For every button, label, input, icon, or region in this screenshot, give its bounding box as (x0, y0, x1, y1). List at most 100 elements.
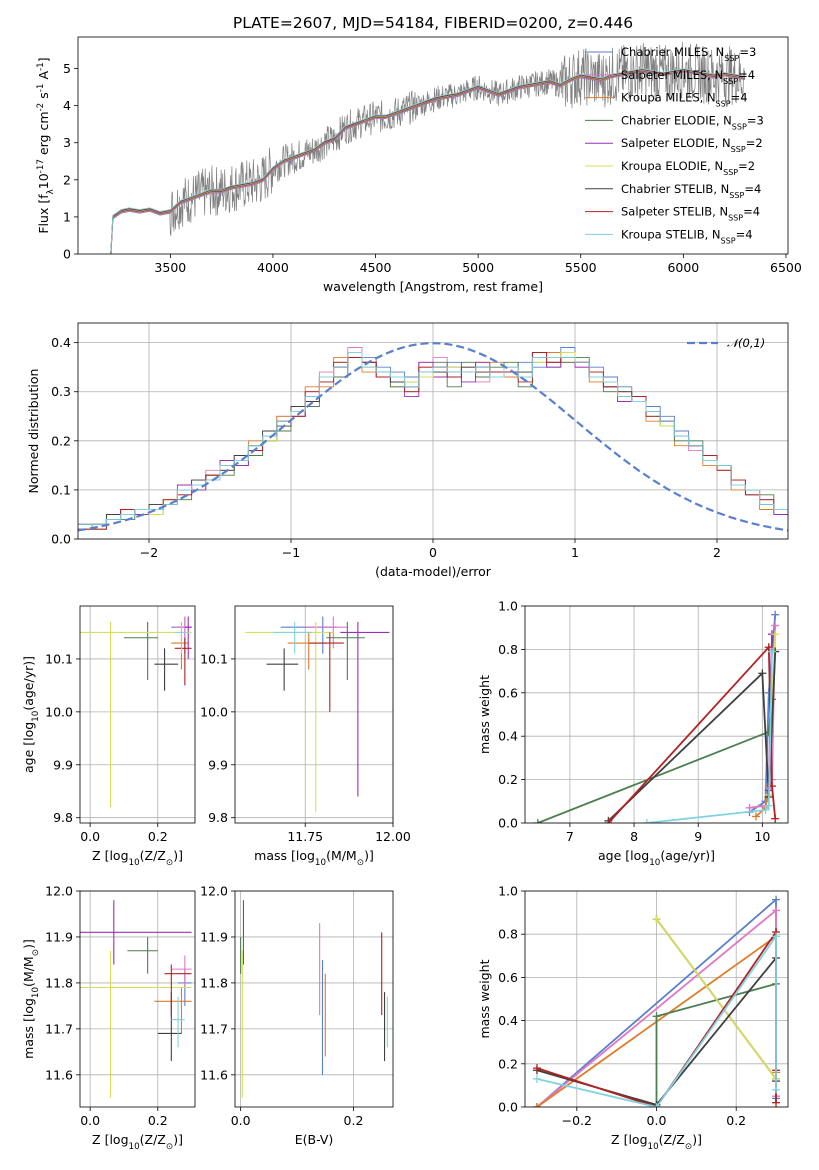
errorbar-point (154, 648, 179, 691)
errorbar-point (80, 950, 192, 1098)
x-tick-label: 10 (754, 829, 770, 844)
y-tick-label: 0 (63, 247, 71, 262)
plot-area (532, 895, 781, 1107)
legend-label: Salpeter MILES, NSSP​=4 (621, 68, 755, 86)
x-tick-label: 0.2 (344, 1113, 364, 1128)
errorbar-point (326, 621, 365, 681)
y-tick-label: 11.9 (200, 929, 228, 944)
y-tick-label: 1.0 (498, 884, 518, 899)
x-axis-label: (data-model)/error (375, 564, 492, 579)
legend-label: Chabrier ELODIE, NSSP​=3 (621, 113, 764, 130)
axes-frame (234, 605, 394, 824)
mass-weight-marker (751, 812, 760, 821)
panel-residuals: −2 −1 0 1 2 0.0 0.1 0.2 0.3 0.4 (data-model)/error… (26, 322, 789, 579)
x-tick-label: −1 (282, 545, 300, 560)
y-tick-label: 9.8 (208, 810, 228, 825)
plot-area (533, 610, 780, 823)
errorbar-point (340, 621, 390, 797)
legend: Chabrier MILES, NSSP​=3 Salpeter MILES, N… (585, 45, 764, 245)
y-tick-label: 11.8 (200, 975, 228, 990)
plot-area (245, 616, 390, 813)
panel-age_vs_mass: 11.75 12.00 9.8 9.9 10.0 10.1 mass [log10​(M/M… (200, 605, 411, 868)
x-tick-label: 12.00 (375, 829, 411, 844)
y-tick-label: 0.6 (498, 970, 518, 985)
y-tick-label: 0.3 (51, 384, 71, 399)
y-axis-label: age [log10​(age/yr)] (21, 656, 41, 773)
mass-weight-marker (532, 1064, 541, 1073)
mass-weight-line (655, 918, 777, 1080)
y-tick-label: 11.9 (45, 929, 73, 944)
mass-weight-line (646, 651, 773, 823)
mass-weight-marker (652, 1012, 661, 1021)
mass-weight-line (655, 983, 777, 1107)
errorbar-point (245, 621, 334, 813)
y-tick-label: 11.7 (200, 1021, 228, 1036)
mass-weight-marker (764, 801, 773, 810)
y-tick-label: 9.9 (53, 757, 73, 772)
legend-label: Chabrier MILES, NSSP​=3 (621, 45, 756, 63)
y-tick-label: 9.9 (208, 757, 228, 772)
legend-label: Salpeter ELODIE, NSSP​=2 (621, 136, 763, 154)
mass-weight-marker (772, 1085, 781, 1094)
mass-weight-marker (745, 803, 754, 812)
y-tick-label: 4 (63, 98, 71, 113)
mass-weight-line (537, 699, 773, 823)
plot-area (80, 900, 192, 1098)
errorbar-point (80, 900, 192, 965)
axes-frame (234, 890, 394, 1108)
x-tick-label: 3500 (154, 260, 186, 275)
x-tick-label: 1 (571, 545, 579, 560)
x-axis-label: mass [log10​(M/M⊙​)] (254, 848, 374, 868)
axes-frame (77, 322, 789, 540)
y-tick-label: 0.2 (498, 1056, 518, 1071)
errorbar-point (123, 621, 158, 681)
errorbar-point (80, 621, 192, 808)
mass-weight-marker (772, 932, 781, 941)
mass-weight-marker (772, 1098, 781, 1107)
x-axis-label: Z [log10​(Z/Z⊙​)] (92, 1132, 183, 1152)
y-tick-label: 10.1 (45, 651, 73, 666)
errorbar-point (174, 637, 192, 686)
x-tick-label: 11.75 (287, 829, 323, 844)
y-tick-label: 11.6 (45, 1067, 73, 1082)
y-tick-label: 12.0 (45, 884, 73, 899)
x-tick-label: 0 (429, 545, 437, 560)
x-tick-label: 0.2 (148, 829, 168, 844)
y-tick-label: 0.8 (498, 927, 518, 942)
errorbar-point (164, 964, 192, 1016)
y-tick-label: 10.1 (200, 651, 228, 666)
plot-area (78, 342, 788, 532)
y-tick-label: 0.8 (498, 642, 518, 657)
x-tick-label: 5500 (565, 260, 597, 275)
panel-massweight_vs_age: 7 8 9 10 0.0 0.2 0.4 0.6 0.8 1.0 age [log10​(age/y… (477, 599, 789, 868)
mass-weight-marker (767, 647, 776, 656)
x-axis-label: E(B-V) (295, 1132, 334, 1147)
mass-weight-marker (533, 819, 542, 823)
panel-mass_vs_Z: 0.0 0.2 11.6 11.7 11.8 11.9 12.0 Z [log10​(Z/Z⊙… (21, 884, 196, 1152)
errorbar-point (171, 996, 185, 1048)
errorbar-point (308, 632, 344, 712)
plot-area (240, 900, 388, 1098)
mass-weight-line (607, 644, 777, 823)
y-tick-label: 0.1 (51, 482, 71, 497)
y-axis-label: Flux [fλ​10-17​ erg cm-2​ s-1​ A-1​] (36, 57, 56, 233)
errorbar-point (154, 987, 192, 1034)
x-tick-label: 8 (630, 829, 638, 844)
y-tick-label: 5 (63, 61, 71, 76)
y-axis-label: Normed distribution (26, 369, 41, 494)
y-tick-label: 9.8 (53, 810, 73, 825)
y-tick-label: 0.2 (51, 433, 71, 448)
x-tick-label: −0.2 (562, 1113, 592, 1128)
axes-frame (77, 36, 789, 255)
y-tick-label: 11.6 (200, 1067, 228, 1082)
x-tick-label: 2 (713, 545, 721, 560)
panel-spectrum: 3500 4000 4500 5000 5500 6000 6500 0 1 2 3 4 5 wavele… (36, 36, 802, 294)
axes-frame (79, 890, 196, 1108)
figure-title: PLATE=2607, MJD=54184, FIBERID=0200, z=0… (233, 14, 633, 32)
y-tick-label: 12.0 (200, 884, 228, 899)
x-tick-label: 4500 (360, 260, 392, 275)
x-tick-label: 0.0 (80, 829, 100, 844)
x-axis-label: Z [log10​(Z/Z⊙​)] (92, 848, 183, 868)
x-axis-label: wavelength [Angstrom, rest frame] (323, 279, 543, 294)
